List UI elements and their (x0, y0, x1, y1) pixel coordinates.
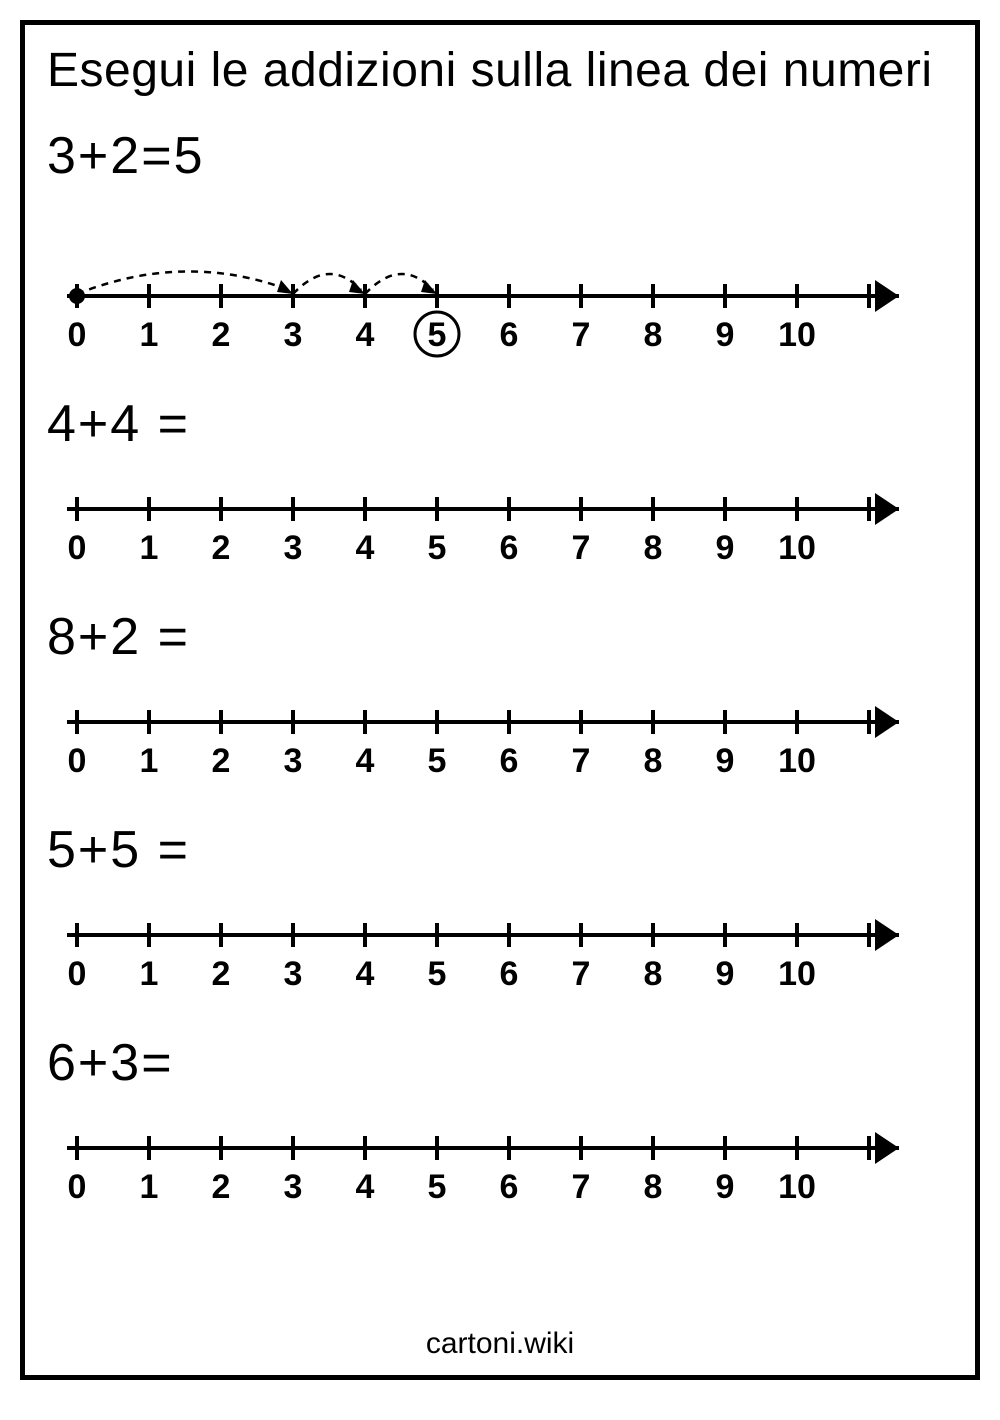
number-line: 0 1 2 3 4 5 6 7 8 9 10 (47, 186, 967, 366)
tick-label: 4 (356, 742, 375, 780)
tick-label: 6 (500, 529, 519, 567)
tick-label: 5 (428, 742, 447, 780)
tick-label: 10 (778, 1168, 816, 1206)
tick-label: 4 (356, 955, 375, 993)
number-line: 0 1 2 3 4 5 6 7 8 9 10 (47, 454, 967, 579)
tick-label: 6 (500, 1168, 519, 1206)
tick-label: 8 (644, 1168, 663, 1206)
problems-container: 3+2=50123456789104+4 =0123456789108+2 =0… (25, 126, 975, 1218)
tick-label: 9 (716, 742, 735, 780)
tick-label: 1 (140, 316, 159, 354)
tick-label: 1 (140, 742, 159, 780)
number-line: 0 1 2 3 4 5 6 7 8 9 10 (47, 880, 967, 1005)
problem-block: 5+5 = 0 1 2 3 4 5 6 7 8 9 10 (25, 820, 975, 1005)
tick-label: 7 (572, 955, 591, 993)
tick-label: 6 (500, 742, 519, 780)
tick-label: 4 (356, 529, 375, 567)
tick-label: 0 (68, 742, 87, 780)
tick-label: 3 (284, 316, 303, 354)
tick-label: 10 (778, 316, 816, 354)
tick-label: 7 (572, 529, 591, 567)
tick-label: 8 (644, 955, 663, 993)
tick-label: 5 (428, 1168, 447, 1206)
tick-label: 9 (716, 316, 735, 354)
axis-arrowhead-icon (875, 919, 899, 951)
tick-label: 0 (68, 955, 87, 993)
tick-label: 0 (68, 316, 87, 354)
tick-label: 5 (428, 955, 447, 993)
problem-block: 4+4 = 0 1 2 3 4 5 6 7 8 9 10 (25, 394, 975, 579)
problem-block: 8+2 = 0 1 2 3 4 5 6 7 8 9 10 (25, 607, 975, 792)
tick-label: 2 (212, 1168, 231, 1206)
axis-arrowhead-icon (875, 280, 899, 312)
equation-text: 5+5 = (47, 820, 975, 880)
tick-label: 7 (572, 316, 591, 354)
tick-label: 0 (68, 1168, 87, 1206)
footer-credit: cartoni.wiki (25, 1327, 975, 1361)
tick-label: 2 (212, 955, 231, 993)
tick-label: 5 (428, 529, 447, 567)
tick-label: 3 (284, 1168, 303, 1206)
tick-label: 8 (644, 742, 663, 780)
tick-label: 1 (140, 955, 159, 993)
tick-label: 7 (572, 1168, 591, 1206)
axis-arrowhead-icon (875, 493, 899, 525)
equation-text: 6+3= (47, 1033, 975, 1093)
tick-label: 9 (716, 1168, 735, 1206)
tick-label: 2 (212, 742, 231, 780)
tick-label: 3 (284, 955, 303, 993)
tick-label: 0 (68, 529, 87, 567)
jump-arc (77, 271, 289, 294)
page-title: Esegui le addizioni sulla linea dei nume… (25, 25, 975, 98)
tick-label: 1 (140, 529, 159, 567)
problem-block: 6+3= 0 1 2 3 4 5 6 7 8 9 10 (25, 1033, 975, 1218)
tick-label: 9 (716, 529, 735, 567)
tick-label: 9 (716, 955, 735, 993)
tick-label: 6 (500, 316, 519, 354)
equation-text: 4+4 = (47, 394, 975, 454)
tick-label: 5 (428, 316, 447, 354)
tick-label: 2 (212, 316, 231, 354)
tick-label: 4 (356, 1168, 375, 1206)
tick-label: 6 (500, 955, 519, 993)
jump-arrowhead-icon (277, 280, 293, 294)
axis-arrowhead-icon (875, 1132, 899, 1164)
equation-text: 8+2 = (47, 607, 975, 667)
equation-text: 3+2=5 (47, 126, 975, 186)
tick-label: 2 (212, 529, 231, 567)
axis-arrowhead-icon (875, 706, 899, 738)
tick-label: 10 (778, 955, 816, 993)
tick-label: 7 (572, 742, 591, 780)
tick-label: 1 (140, 1168, 159, 1206)
tick-label: 8 (644, 529, 663, 567)
number-line: 0 1 2 3 4 5 6 7 8 9 10 (47, 1093, 967, 1218)
tick-label: 8 (644, 316, 663, 354)
tick-label: 4 (356, 316, 375, 354)
tick-label: 3 (284, 529, 303, 567)
tick-label: 10 (778, 742, 816, 780)
tick-label: 3 (284, 742, 303, 780)
problem-block: 3+2=5 0 1 2 3 4 5 6 7 8 9 10 (25, 126, 975, 366)
tick-label: 10 (778, 529, 816, 567)
number-line: 0 1 2 3 4 5 6 7 8 9 10 (47, 667, 967, 792)
worksheet-page: Esegui le addizioni sulla linea dei nume… (20, 20, 980, 1380)
